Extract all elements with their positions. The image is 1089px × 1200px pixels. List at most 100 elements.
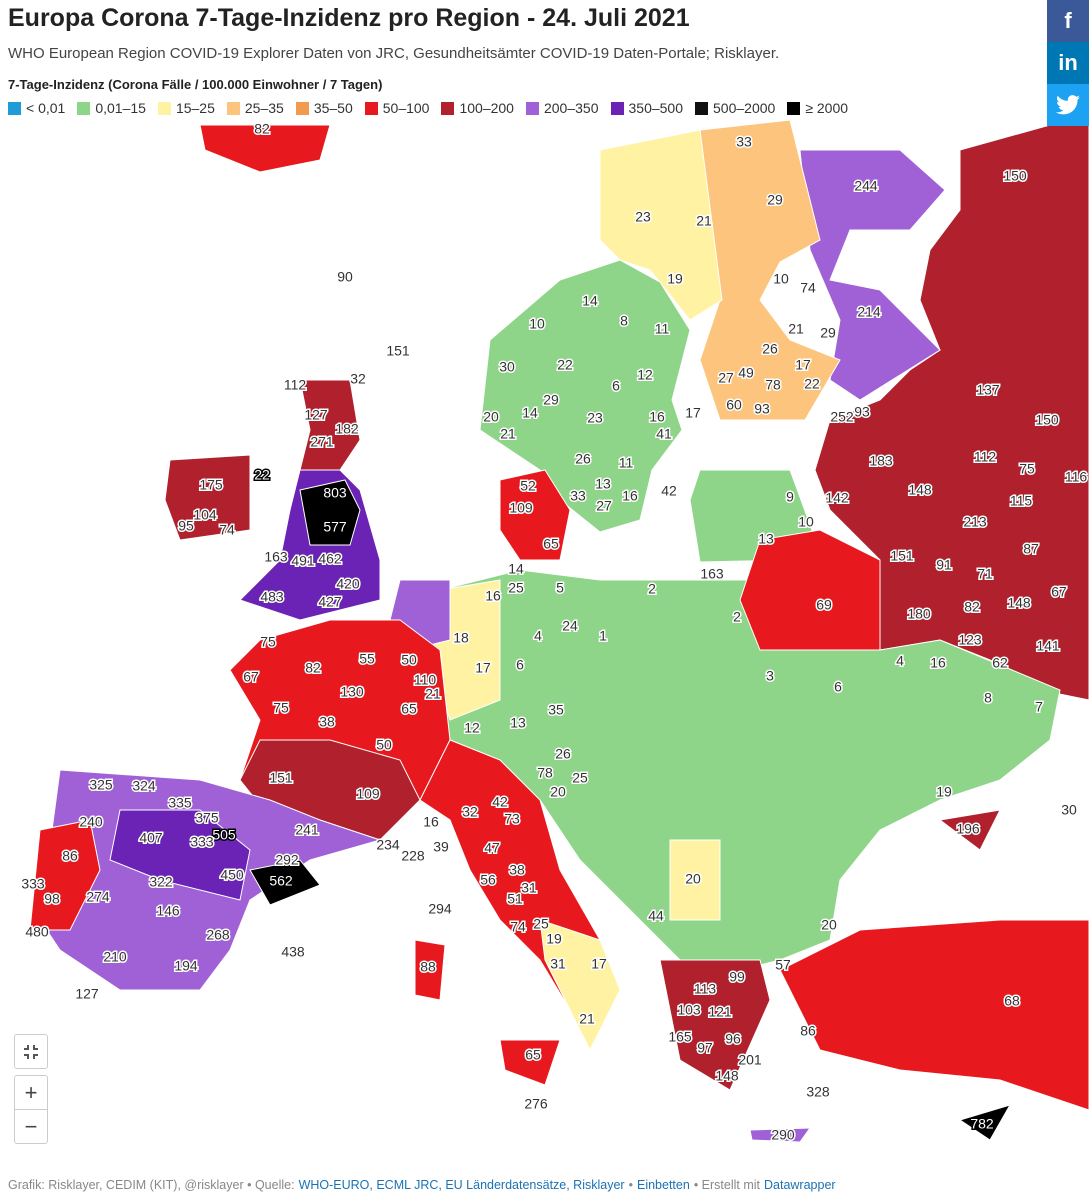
region-label: 151 <box>386 343 410 359</box>
legend-label: 50–100 <box>382 100 430 116</box>
region-label: 17 <box>795 357 811 373</box>
region-label: 103 <box>677 1002 701 1018</box>
fullscreen-button[interactable] <box>14 1034 48 1069</box>
region-label: 213 <box>963 514 987 530</box>
legend-swatch <box>695 101 709 115</box>
region-label: 10 <box>529 316 545 332</box>
region-label: 78 <box>765 377 781 393</box>
footer-link[interactable]: WHO-EURO, ECML JRC, EU Länderdatensätze,… <box>298 1178 625 1192</box>
share-linkedin[interactable]: in <box>1047 42 1089 84</box>
region-label: 375 <box>195 810 219 826</box>
turkey <box>779 919 1089 1111</box>
region-label: 18 <box>453 630 469 646</box>
region-label: 29 <box>767 192 783 208</box>
belarus <box>739 529 881 651</box>
share-twitter[interactable] <box>1047 84 1089 126</box>
region-label: 20 <box>685 871 701 887</box>
footer-link[interactable]: Einbetten <box>636 1178 690 1192</box>
region-label: 8 <box>984 690 992 706</box>
legend-swatch <box>157 101 171 115</box>
region-label: 333 <box>21 876 45 892</box>
region-label: 148 <box>715 1068 739 1084</box>
region-label: 150 <box>1035 412 1059 428</box>
region-label: 13 <box>510 715 526 731</box>
region-label: 252 <box>830 409 854 425</box>
region-label: 274 <box>86 889 110 905</box>
region-label: 22 <box>254 467 270 483</box>
region-label: 30 <box>1061 802 1077 818</box>
region-label: 33 <box>570 488 586 504</box>
share-facebook[interactable]: f <box>1047 0 1089 42</box>
legend-label: 35–50 <box>313 100 353 116</box>
region-label: 148 <box>908 482 932 498</box>
legend-title: 7-Tage-Inzidenz (Corona Fälle / 100.000 … <box>8 77 383 92</box>
region-label: 17 <box>591 956 607 972</box>
legend-label: 100–200 <box>459 100 514 116</box>
region-label: 26 <box>762 341 778 357</box>
region-label: 32 <box>462 804 478 820</box>
region-label: 16 <box>930 655 946 671</box>
region-label: 82 <box>964 599 980 615</box>
region-label: 11 <box>619 455 634 471</box>
region-label: 23 <box>635 209 651 225</box>
russia <box>814 124 1089 701</box>
ireland <box>164 454 251 541</box>
region-label: 25 <box>572 770 588 786</box>
region-label: 112 <box>284 377 307 393</box>
region-label: 163 <box>700 566 724 582</box>
greece <box>659 959 771 1091</box>
region-label: 194 <box>174 958 198 974</box>
region-label: 165 <box>668 1029 692 1045</box>
region-label: 74 <box>800 280 816 296</box>
region-label: 12 <box>464 720 480 736</box>
region-label: 148 <box>1007 595 1031 611</box>
region-label: 9 <box>786 489 794 505</box>
region-label: 41 <box>656 426 672 442</box>
region-label: 13 <box>595 476 611 492</box>
zoom-out[interactable]: − <box>24 1113 38 1139</box>
region-label: 142 <box>825 490 849 506</box>
region-label: 23 <box>587 410 603 426</box>
zoom-in[interactable]: + <box>15 1076 47 1110</box>
region-label: 67 <box>243 669 259 685</box>
region-label: 196 <box>956 821 980 837</box>
region-label: 292 <box>275 852 299 868</box>
region-label: 2 <box>733 609 741 625</box>
serbia <box>669 839 721 921</box>
region-label: 127 <box>75 986 99 1002</box>
region-label: 68 <box>1004 993 1020 1009</box>
footer-text: • <box>628 1178 633 1192</box>
region-label: 14 <box>508 561 524 577</box>
region-label: 16 <box>485 588 501 604</box>
region-label: 75 <box>273 700 289 716</box>
region-label: 49 <box>738 365 754 381</box>
region-label: 491 <box>291 553 315 569</box>
region-label: 150 <box>1003 168 1027 184</box>
region-label: 151 <box>269 770 293 786</box>
region-label: 12 <box>637 367 653 383</box>
region-label: 241 <box>295 822 319 838</box>
region-label: 803 <box>323 485 347 501</box>
region-label: 480 <box>25 924 49 940</box>
region-label: 52 <box>520 478 536 494</box>
region-label: 16 <box>649 409 665 425</box>
legend-swatch <box>525 101 539 115</box>
region-label: 71 <box>977 566 993 582</box>
legend-label: ≥ 2000 <box>805 100 849 116</box>
region-label: 109 <box>356 786 380 802</box>
footer-link[interactable]: Datawrapper <box>764 1178 836 1192</box>
legend-label: 25–35 <box>244 100 284 116</box>
region-label: 333 <box>190 834 214 850</box>
region-label: 137 <box>976 382 1000 398</box>
region-label: 438 <box>281 944 305 960</box>
legend-item: 15–25 <box>157 100 215 116</box>
legend-item: 0,01–15 <box>77 100 146 116</box>
legend: < 0,01 0,01–15 15–25 25–35 35–50 50–100 100–20… <box>8 100 848 116</box>
region-label: 75 <box>1019 461 1035 477</box>
region-label: 56 <box>480 872 496 888</box>
legend-swatch <box>364 101 378 115</box>
region-label: 113 <box>694 981 717 997</box>
subtitle: WHO European Region COVID-19 Explorer Da… <box>8 45 780 62</box>
region-label: 130 <box>340 684 364 700</box>
norway-north <box>599 129 723 321</box>
